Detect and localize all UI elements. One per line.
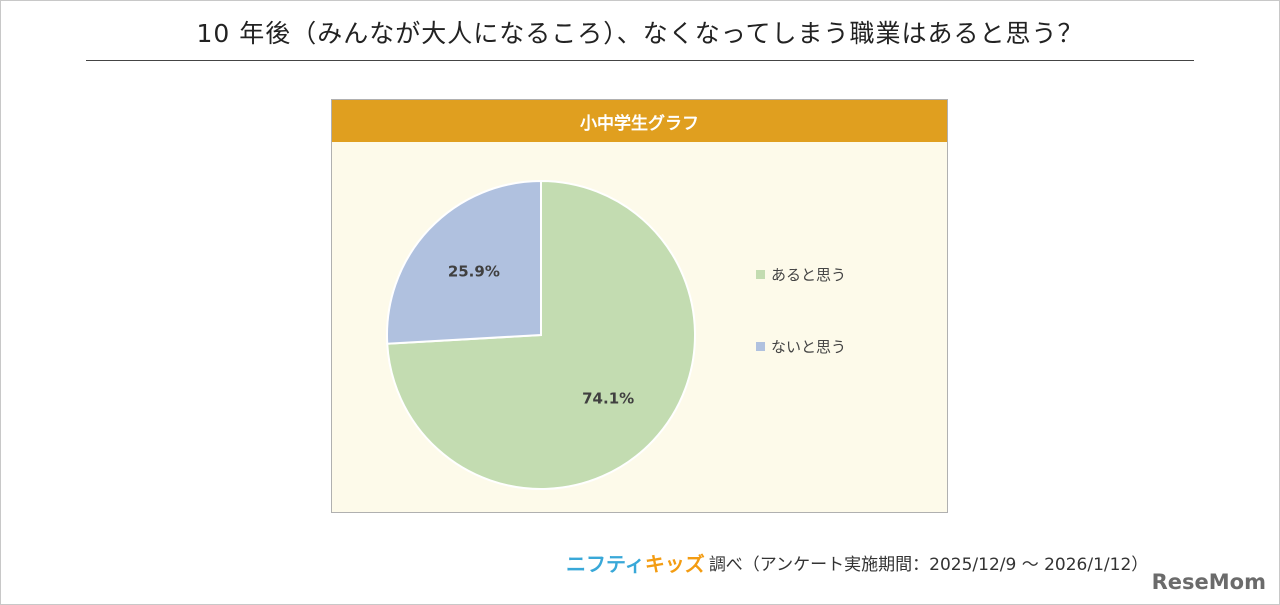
nifty-kids-logo: ニフティ キッズ xyxy=(566,548,705,577)
pie-slice-no xyxy=(386,179,542,345)
source-text: 調べ（アンケート実施期間：2025/12/9 ～ 2026/1/12） xyxy=(708,555,1149,575)
legend-label-yes: あると思う xyxy=(771,265,847,284)
logo-text-kids: キッズ xyxy=(644,552,705,576)
source-footer: ニフティ キッズ 調べ（アンケート実施期間：2025/12/9 ～ 2026/1… xyxy=(566,548,1148,577)
title-divider xyxy=(86,60,1194,61)
chart-legend: あると思う ないと思う xyxy=(756,264,846,408)
slice-label-yes: 74.1% xyxy=(582,389,634,407)
legend-item-no: ないと思う xyxy=(756,336,846,356)
page-title: 10 年後（みんなが大人になるころ）、なくなってしまう職業はあると思う？ xyxy=(196,19,1084,48)
legend-item-yes: あると思う xyxy=(756,264,846,284)
logo-text-nifty: ニフティ xyxy=(566,552,645,576)
resemom-watermark: ReseMom xyxy=(1151,570,1266,594)
legend-label-no: ないと思う xyxy=(771,337,847,356)
slice-label-no: 25.9% xyxy=(448,263,500,281)
legend-swatch-yes xyxy=(756,269,765,279)
chart-panel: 小中学生グラフ 74.1% 25.9% あると思う ないと思う xyxy=(331,99,948,513)
legend-swatch-no xyxy=(756,341,765,351)
pie-chart: 74.1% 25.9% xyxy=(386,179,696,490)
chart-title: 小中学生グラフ xyxy=(332,100,947,142)
